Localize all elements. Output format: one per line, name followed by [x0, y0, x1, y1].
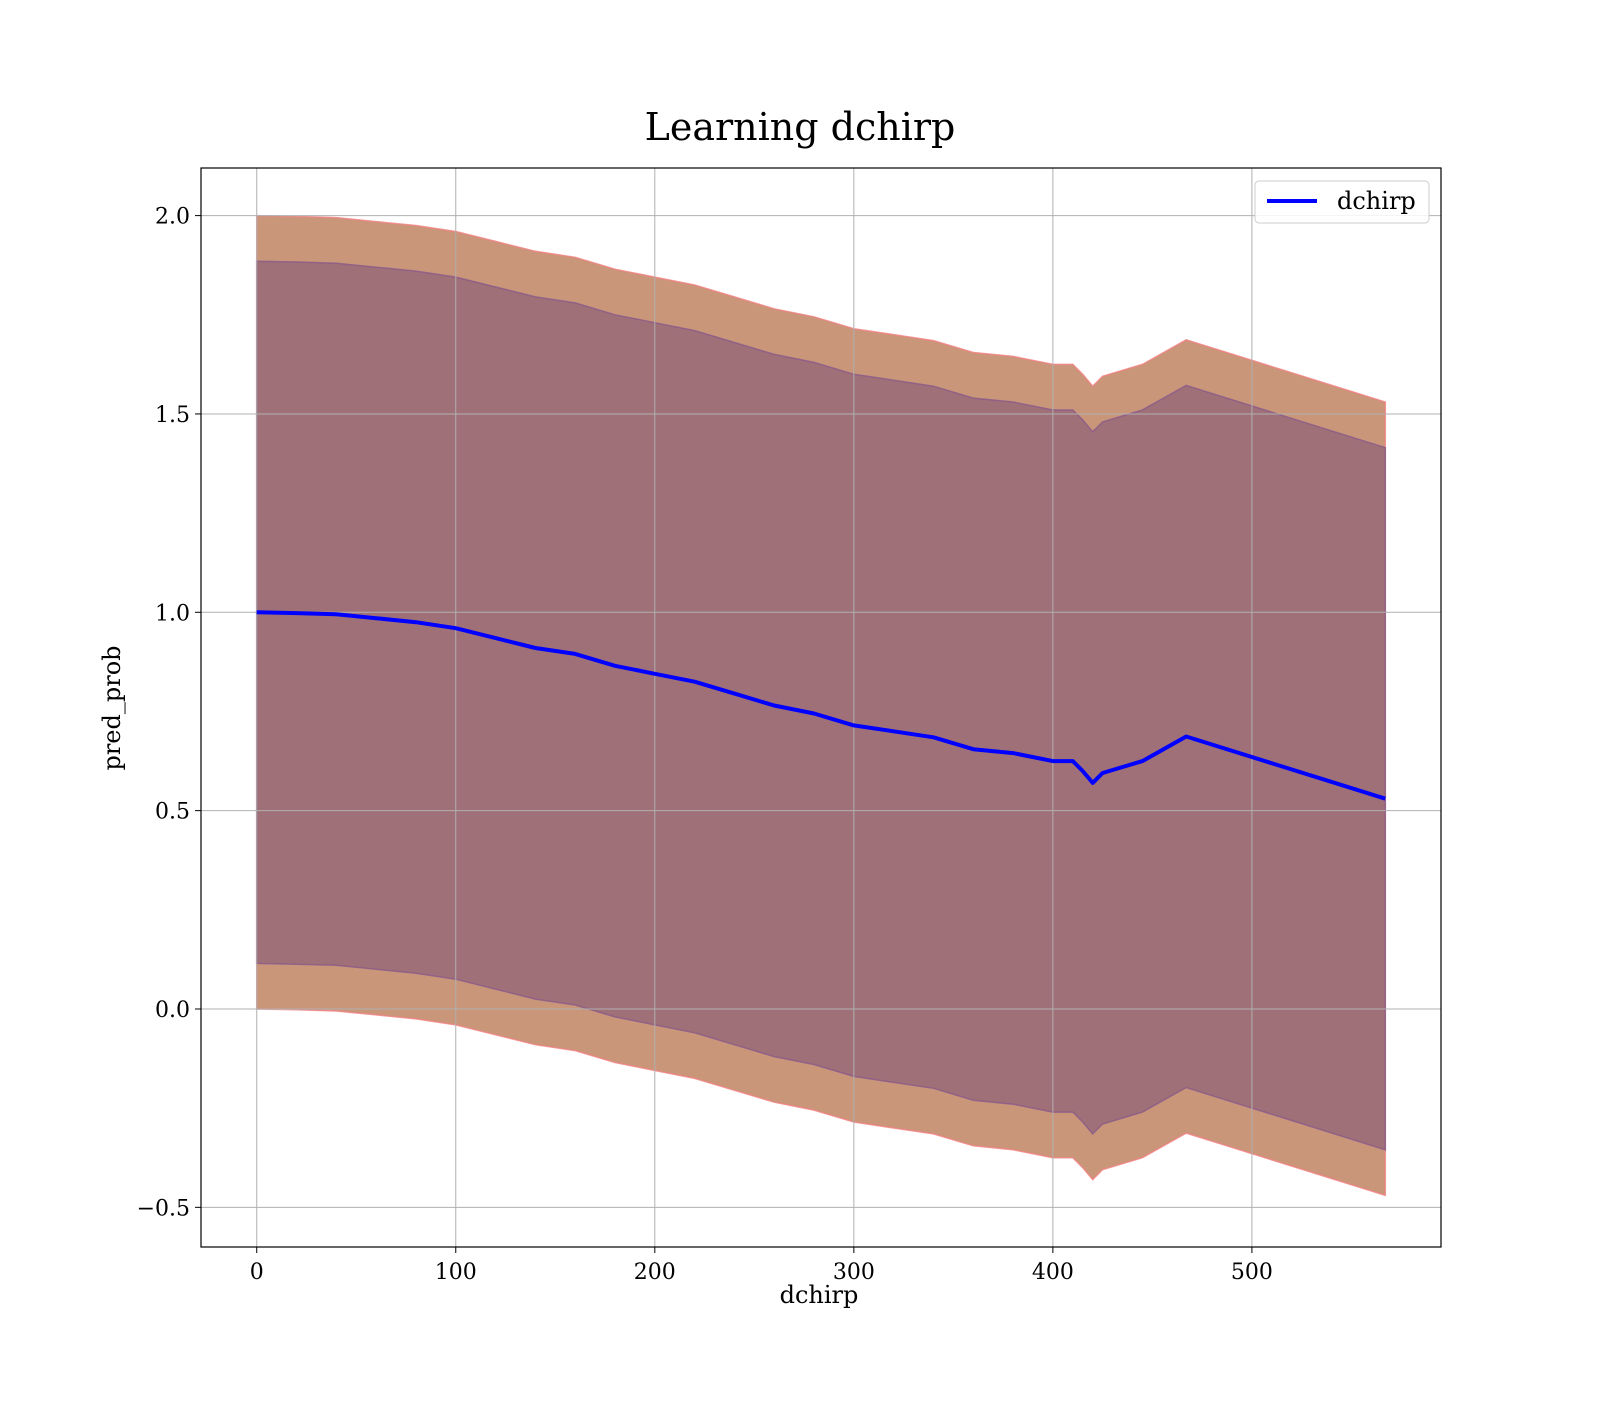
x-axis-label: dchirp [780, 1281, 859, 1309]
x-tick-label: 200 [634, 1260, 676, 1285]
y-tick-label: 0.5 [155, 800, 190, 825]
confidence-bands [255, 214, 1387, 1197]
legend-label: dchirp [1337, 187, 1416, 215]
x-tick-label: 300 [833, 1260, 875, 1285]
x-tick-label: 400 [1032, 1260, 1074, 1285]
y-tick-label: 1.5 [155, 403, 190, 428]
y-axis-label: pred_prob [98, 645, 126, 770]
y-tick-label: −0.5 [137, 1196, 190, 1221]
series-lines [256, 610, 1386, 801]
y-tick-label: 1.0 [155, 601, 190, 626]
grid-lines [201, 168, 1441, 1247]
y-tick-label: 0.0 [155, 998, 190, 1023]
chart-title: Learning dchirp [645, 105, 956, 149]
x-tick-label: 0 [250, 1260, 264, 1285]
y-axis-ticks: −0.5 0.0 0.5 1.0 1.5 2.0 [137, 205, 201, 1221]
x-tick-label: 500 [1231, 1260, 1273, 1285]
x-tick-label: 100 [435, 1260, 477, 1285]
legend: dchirp [1254, 180, 1430, 224]
plot-frame [200, 167, 1442, 1248]
legend-box [1254, 180, 1430, 224]
x-axis-ticks: 0 100 200 300 400 500 [250, 1247, 1273, 1285]
series-line-dchirp [256, 610, 1386, 801]
y-tick-label: 2.0 [155, 205, 190, 230]
